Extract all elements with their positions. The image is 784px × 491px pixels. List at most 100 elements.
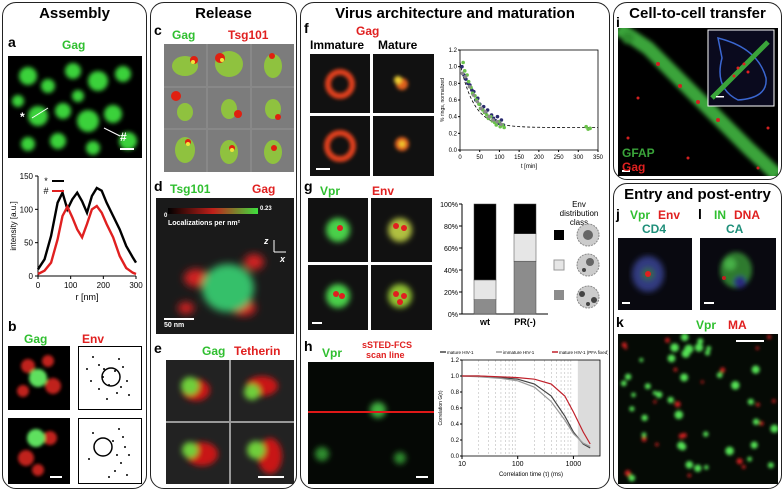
panel-label-b: b	[8, 318, 17, 334]
f-x-tick-label: 0	[458, 155, 462, 161]
f-x-tick-label: 250	[554, 155, 565, 161]
k-particle	[680, 373, 689, 382]
a-series-line-star	[36, 186, 138, 270]
k-particle	[680, 334, 689, 342]
panel-label-j: j	[616, 206, 620, 222]
k-particle	[759, 421, 764, 426]
b-env-distribution-top	[78, 346, 142, 410]
h-y-tick-label: 0.8	[451, 390, 460, 396]
l-ca-label: CA	[726, 222, 744, 236]
f-plot-frame	[459, 49, 599, 151]
f-x-tick-label: 50	[476, 155, 483, 161]
k-image	[620, 334, 778, 482]
g-y-tick-label: 80%	[444, 224, 458, 231]
k-particle	[670, 343, 679, 352]
k-particle	[667, 396, 674, 404]
panel-label-a: a	[8, 34, 16, 50]
k-particle	[673, 367, 678, 372]
d-scalebar-label: 50 nm	[164, 322, 185, 329]
k-particle	[641, 414, 648, 421]
g-bar-segment	[513, 233, 537, 262]
h-series-line-1	[461, 375, 591, 447]
fcs-correlation-chart: 10 100 1000 0.0 0.2 0.4 0.6 0.8 1.0 1.2 Correlatio…	[438, 350, 608, 478]
d-super-resolution-image: 0 0.23 Localizations per nm² z x 50 nm	[156, 198, 294, 334]
a-y-axis-label: intensity [a.u.]	[9, 201, 18, 250]
f-data-point	[495, 119, 499, 124]
a-gag-label: Gag	[62, 38, 86, 52]
f-mature-label: Mature	[378, 38, 418, 52]
j-vpr-label: Vpr	[630, 208, 651, 222]
l-image	[704, 252, 752, 304]
i-micrograph: GFAP Gag	[618, 28, 778, 176]
f-x-tick-label: 150	[514, 155, 525, 161]
f-y-tick-label: 1.0	[449, 65, 458, 71]
k-particle	[694, 464, 702, 472]
panel-label-c: c	[154, 22, 162, 38]
f-data-point	[495, 114, 500, 119]
panel-label-l: l	[698, 206, 702, 222]
k-particle	[655, 391, 663, 398]
g-bar-segment	[473, 203, 497, 281]
f-data-point	[479, 106, 484, 111]
k-particle	[772, 399, 776, 403]
g-y-tick-label: 20%	[444, 290, 458, 297]
g-bar-segment	[473, 299, 497, 315]
f-data-point	[502, 125, 506, 130]
d-axis-z: z	[264, 236, 269, 246]
f-y-axis-label: % rings, normalized	[440, 78, 446, 122]
f-gag-label: Gag	[356, 24, 380, 38]
j-env-label: Env	[658, 208, 681, 222]
f-image	[310, 54, 434, 176]
d-scale-unit: Localizations per nm²	[168, 220, 240, 227]
g-y-tick-label: 100%	[440, 202, 458, 209]
h-legend-label-1: immature HIV-1	[503, 350, 535, 355]
h-x-tick-label: 10	[458, 461, 466, 468]
h-y-tick-label: 0.0	[451, 454, 460, 460]
k-particle	[639, 358, 644, 362]
a-hash-marker: #	[120, 130, 127, 144]
h-y-axis-label: Correlation G(τ)	[438, 390, 444, 425]
g-bar-segment	[513, 260, 537, 315]
h-x-axis-label: Correlation time (τ) (ms)	[499, 472, 563, 478]
f-x-tick-label: 350	[593, 155, 604, 161]
f-data-point	[461, 60, 465, 65]
k-particle	[756, 402, 760, 407]
k-particle	[725, 446, 734, 456]
k-particle	[755, 346, 759, 350]
k-particle	[703, 431, 709, 437]
l-dna-label: DNA	[734, 208, 760, 222]
panel-label-e: e	[154, 340, 162, 356]
d-scale-max: 0.23	[260, 206, 272, 212]
legend-swatch-gray	[554, 290, 564, 300]
k-particle	[641, 436, 647, 442]
h-series-line-2	[462, 375, 591, 445]
panel-label-g: g	[304, 178, 313, 194]
g-image	[308, 198, 432, 330]
b-gag-label: Gag	[24, 332, 48, 346]
g-y-tick-label: 60%	[444, 246, 458, 253]
k-particle	[620, 380, 627, 387]
g-legend-title: Env distribution class	[559, 200, 599, 227]
a-x-tick-label: 0	[36, 281, 41, 290]
ring-maturation-chart: 0 50 100 150 200 250 300 350 0.0 0.2 0.4 0.6 0.8 1.0 1…	[440, 48, 604, 170]
k-particle	[767, 462, 774, 469]
k-particle	[631, 392, 636, 398]
b-dots-top	[86, 356, 130, 400]
h-legend-label-0: mature HIV-1	[447, 350, 474, 355]
g-legend-classes	[553, 223, 600, 309]
h-y-tick-label: 0.6	[451, 406, 460, 412]
entry-section: Entry and post-entry	[613, 183, 782, 489]
g-bar-segment	[513, 203, 537, 234]
c-grid-image	[164, 44, 294, 172]
h-vpr-label: Vpr	[322, 346, 343, 360]
h-y-tick-label: 1.0	[451, 374, 460, 380]
cell-transfer-title: Cell-to-cell transfer	[629, 5, 766, 22]
b-env-label: Env	[82, 332, 105, 346]
d-gag-label: Gag	[252, 182, 276, 196]
f-data-point	[588, 126, 592, 131]
k-particle	[716, 372, 723, 378]
k-particle	[681, 349, 690, 358]
a-x-axis-label: r [nm]	[75, 292, 98, 302]
i-image	[618, 28, 778, 176]
k-particle	[629, 406, 635, 412]
